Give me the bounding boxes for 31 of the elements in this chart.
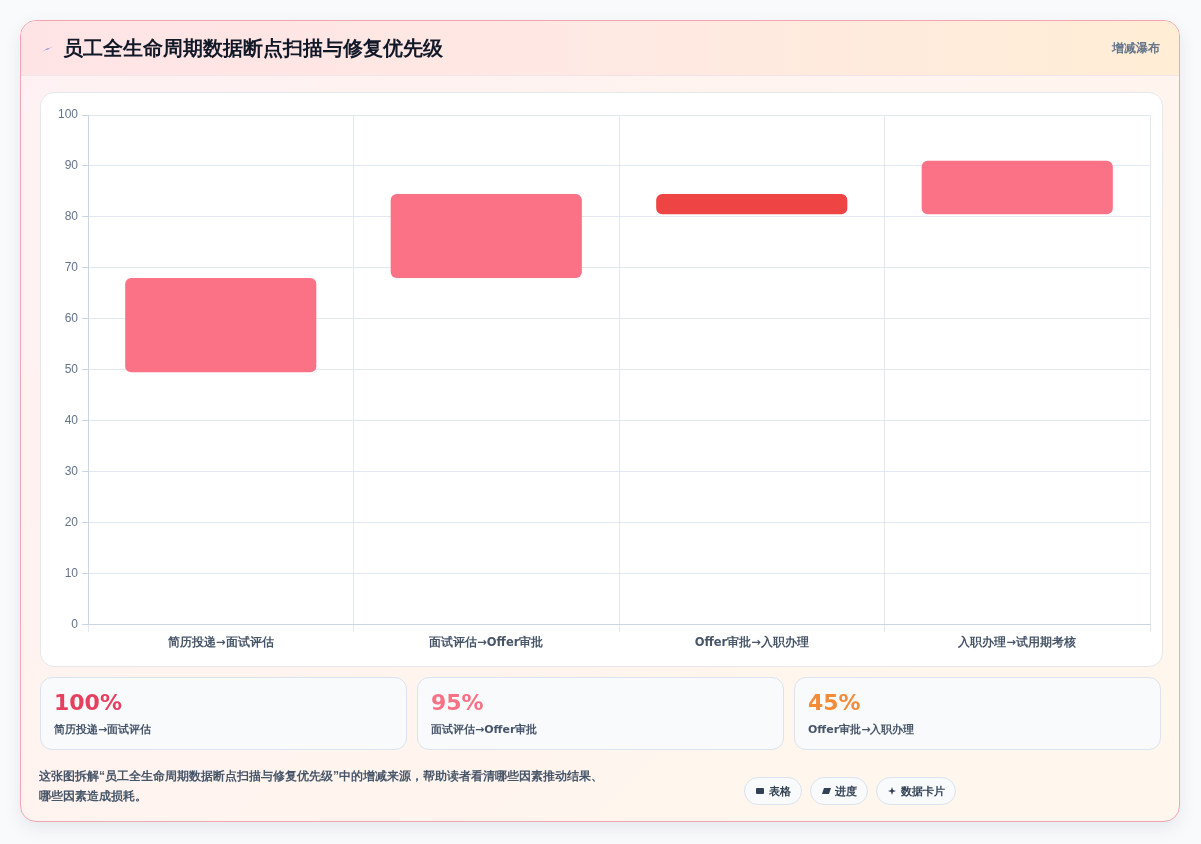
chart-title: 员工全生命周期数据断点扫描与修复优先级	[63, 36, 443, 61]
y-tick-label: 40	[64, 412, 79, 427]
y-tick-label: 100	[57, 107, 79, 122]
text: 100%	[54, 690, 122, 715]
y-tick-label: 20	[64, 514, 79, 529]
x-tick-label: 入职办理→试用期考核	[957, 635, 1077, 650]
y-tick-label: 60	[64, 310, 79, 325]
y-tick-label: 90	[64, 158, 79, 173]
y-tick-label: 80	[64, 209, 79, 224]
category-label: Offer审批→入职办理	[808, 723, 915, 737]
bar	[125, 277, 317, 373]
text: 这张图拆解“员工全生命周期数据断点扫描与修复优先级”中的增减来源，帮助读者看清哪些因素推动结果、哪些因素造成损耗。	[39, 768, 604, 805]
text: 数据卡片	[901, 783, 945, 799]
y-tick-label: 50	[64, 361, 79, 376]
y-tick-label: 70	[64, 260, 79, 275]
text: 表格	[769, 783, 791, 799]
text: 45%	[808, 690, 861, 715]
y-tick-label: 30	[64, 463, 79, 478]
x-tick-label: 面试评估→Offer审批	[428, 635, 544, 650]
text: 95%	[431, 690, 484, 715]
bar	[390, 193, 582, 278]
category-label: 简历投递→面试评估	[54, 723, 152, 737]
x-tick-label: 简历投递→面试评估	[166, 635, 274, 650]
bar	[921, 160, 1113, 215]
text: 进度	[835, 783, 857, 799]
x-tick-label: Offer审批→入职办理	[694, 635, 809, 650]
bar	[656, 193, 848, 215]
y-tick-label: 10	[64, 565, 79, 580]
text: 增减瀑布	[1112, 40, 1160, 56]
category-label: 面试评估→Offer审批	[431, 723, 538, 737]
y-tick-label: 0	[71, 616, 79, 631]
